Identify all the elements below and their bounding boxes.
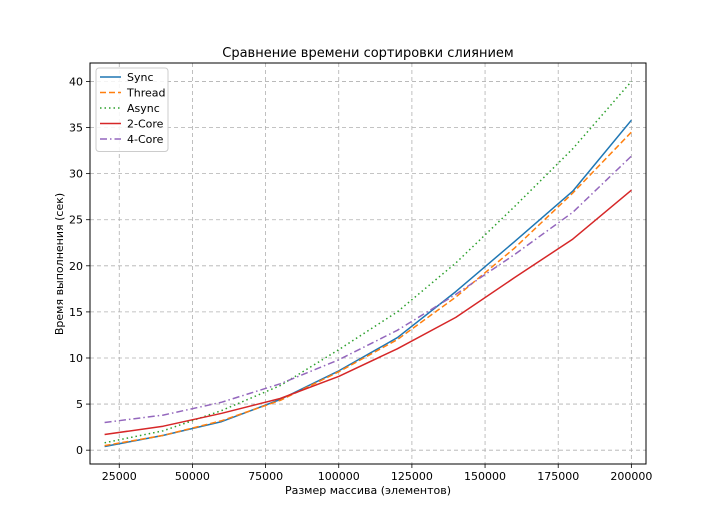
y-tick-label: 10: [69, 352, 83, 365]
x-tick-label: 75000: [248, 470, 283, 483]
x-tick-label: 50000: [175, 470, 210, 483]
x-tick-label: 200000: [610, 470, 652, 483]
y-tick-label: 35: [69, 122, 83, 135]
x-tick-label: 175000: [537, 470, 579, 483]
legend-box: [95, 67, 169, 152]
y-tick-label: 40: [69, 75, 83, 88]
x-axis-ticks: 25000 50000 75000 100000 125000 150000 175000 2…: [102, 464, 652, 483]
legend-label: 4-Core: [127, 133, 164, 146]
x-tick-label: 150000: [464, 470, 506, 483]
plot-frame: [89, 62, 647, 465]
series-line-2-core: [104, 189, 632, 436]
y-tick-label: 30: [69, 168, 83, 181]
legend: Sync Thread Async 2-Core 4-Core: [95, 67, 169, 152]
legend-label: Thread: [126, 87, 165, 100]
y-tick-label: 5: [76, 398, 83, 411]
y-tick-label: 0: [76, 444, 83, 457]
legend-label: Async: [127, 102, 160, 115]
y-axis-label: Время выполнения (сек): [53, 193, 66, 335]
series-line-sync: [104, 119, 632, 448]
y-tick-label: 15: [69, 306, 83, 319]
chart-title: Сравнение времени сортировки слиянием: [222, 46, 513, 61]
legend-label: 2-Core: [127, 118, 164, 131]
grid: [90, 63, 646, 464]
legend-label: Sync: [127, 71, 154, 84]
series-line-thread: [104, 131, 632, 447]
y-tick-label: 20: [69, 260, 83, 273]
series-line-4-core: [104, 155, 632, 424]
x-tick-label: 125000: [391, 470, 433, 483]
y-tick-label: 25: [69, 214, 83, 227]
y-axis-ticks: 0 5 10 15 20 25 30 35 40: [69, 75, 90, 457]
x-axis-label: Размер массива (элементов): [285, 484, 451, 497]
series-line-async: [104, 80, 632, 444]
x-tick-label: 25000: [102, 470, 137, 483]
x-tick-label: 100000: [318, 470, 360, 483]
series-lines: [104, 80, 632, 448]
